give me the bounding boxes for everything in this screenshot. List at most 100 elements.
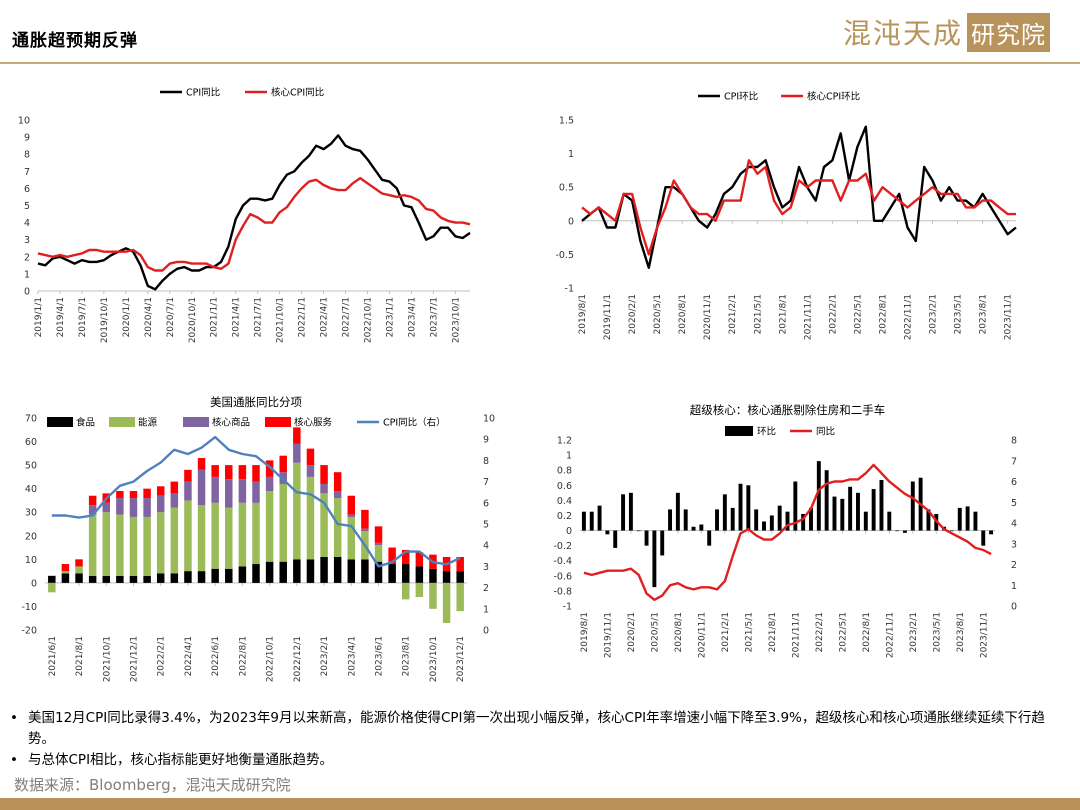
y2-tick-label: 5 (1011, 498, 1017, 509)
y-tick-label: 1.2 (557, 436, 572, 447)
bar (589, 511, 594, 531)
x-tick-label: 2021/7/1 (254, 297, 264, 337)
y-tick-label: 10 (18, 116, 30, 127)
y-tick-label: 0 (568, 216, 574, 227)
x-tick-label: 2019/8/1 (578, 294, 588, 334)
x-tick-label: 2023/12/1 (456, 636, 466, 682)
legend-swatch (47, 417, 73, 427)
bar (809, 507, 813, 531)
x-tick-label: 2022/7/1 (342, 297, 352, 337)
series-line (581, 159, 1016, 256)
y2-tick-label: 4 (1011, 519, 1017, 530)
legend-label: CPI同比 (186, 87, 220, 99)
y-tick-label: 0.8 (557, 466, 572, 477)
bar (863, 511, 868, 531)
bar-segment (347, 516, 356, 560)
x-tick-label: 2023/10/1 (451, 297, 461, 343)
bar-segment (48, 582, 56, 593)
bar (856, 492, 860, 531)
bar-segment (252, 564, 260, 583)
bar-segment (129, 491, 138, 499)
y2-tick-label: 3 (483, 562, 489, 573)
x-tick-label: 2023/8/1 (956, 612, 966, 652)
bar-segment (320, 556, 328, 583)
bar (785, 511, 790, 531)
bar-segment (347, 514, 356, 517)
bar-segment (116, 498, 124, 515)
bar-segment (197, 469, 206, 506)
bar-segment (156, 495, 165, 513)
y-tick-label: -10 (21, 602, 37, 613)
bar-segment (265, 476, 274, 492)
bar-segment (170, 573, 179, 583)
bar-segment (116, 514, 124, 576)
bar-segment (197, 505, 206, 572)
x-tick-label: 2023/2/1 (909, 612, 919, 652)
x-tick-label: 2021/2/1 (721, 612, 731, 652)
bar (628, 492, 633, 531)
y-tick-label: 30 (25, 508, 37, 519)
bar-segment (279, 561, 287, 583)
y2-tick-label: 1 (1011, 581, 1017, 592)
bar-segment (456, 556, 464, 572)
bar-segment (429, 582, 437, 609)
bar-segment (102, 575, 111, 583)
bar (597, 505, 602, 531)
x-tick-label: 2021/5/1 (744, 612, 754, 652)
bar-segment (129, 516, 138, 576)
y2-tick-label: 7 (483, 477, 489, 488)
bar (699, 524, 704, 531)
x-tick-label: 2021/2/1 (728, 294, 738, 334)
bar (644, 530, 649, 546)
bar (621, 494, 626, 531)
x-tick-label: 2019/11/1 (603, 294, 613, 340)
bar-segment (61, 573, 70, 583)
bar-segment (129, 498, 138, 517)
source-note: 数据来源：Bloomberg，混沌天成研究院 (14, 776, 291, 794)
y2-tick-label: 4 (483, 541, 489, 552)
bar-segment (238, 566, 247, 583)
bar-segment (252, 465, 260, 482)
bar (722, 494, 727, 531)
bar-segment (279, 455, 287, 473)
bar-segment (361, 509, 369, 529)
bar (660, 530, 665, 556)
series-line (583, 463, 992, 602)
bar-segment (456, 582, 464, 612)
x-tick-label: 2020/10/1 (188, 297, 198, 343)
legend-swatch (109, 417, 135, 427)
bar-segment (156, 573, 165, 583)
x-tick-label: 2022/5/1 (853, 294, 863, 334)
bar-segment (429, 568, 437, 583)
bar (989, 530, 994, 535)
legend-label: 能源 (138, 417, 158, 429)
x-tick-label: 2023/6/1 (375, 636, 385, 676)
bar (675, 492, 680, 531)
x-tick-label: 2022/4/1 (320, 297, 330, 337)
bar (691, 526, 696, 531)
y-tick-label: 10 (25, 555, 37, 566)
chart-svg: 超级核心：核心通胀剔除住房和二手车 -1 -0.8 -0.6 -0.4 -0.2 0 0.2 0… (553, 403, 1017, 658)
bar-segment (320, 465, 328, 484)
bar-segment (156, 512, 165, 574)
x-tick-label: 2023/7/1 (429, 297, 439, 337)
x-tick-label: 2020/5/1 (653, 294, 663, 334)
bar-segment (347, 495, 356, 515)
chart-cpi-mom: -1 -0.5 0 0.5 1 1.5 2019/8/1 2019/11/1 2020/2/1 2… (546, 76, 1026, 368)
x-tick-label: 2020/11/1 (697, 612, 707, 658)
y-tick-label: 20 (25, 531, 37, 542)
series-line (581, 125, 1017, 270)
bar-segment (252, 502, 260, 565)
legend-label: CPI同比（右） (383, 417, 446, 429)
x-tick-label: 2019/11/1 (603, 612, 613, 658)
chart-title: 超级核心：核心通胀剔除住房和二手车 (690, 403, 886, 417)
bar-segment (333, 491, 342, 499)
legend-swatch (183, 417, 209, 427)
bar-segment (143, 575, 151, 583)
bar (832, 496, 837, 531)
bar-segment (442, 582, 451, 623)
bar-segment (401, 582, 410, 600)
y2-tick-label: 2 (1011, 560, 1017, 571)
bar (965, 506, 970, 531)
bar-segment (75, 559, 83, 567)
